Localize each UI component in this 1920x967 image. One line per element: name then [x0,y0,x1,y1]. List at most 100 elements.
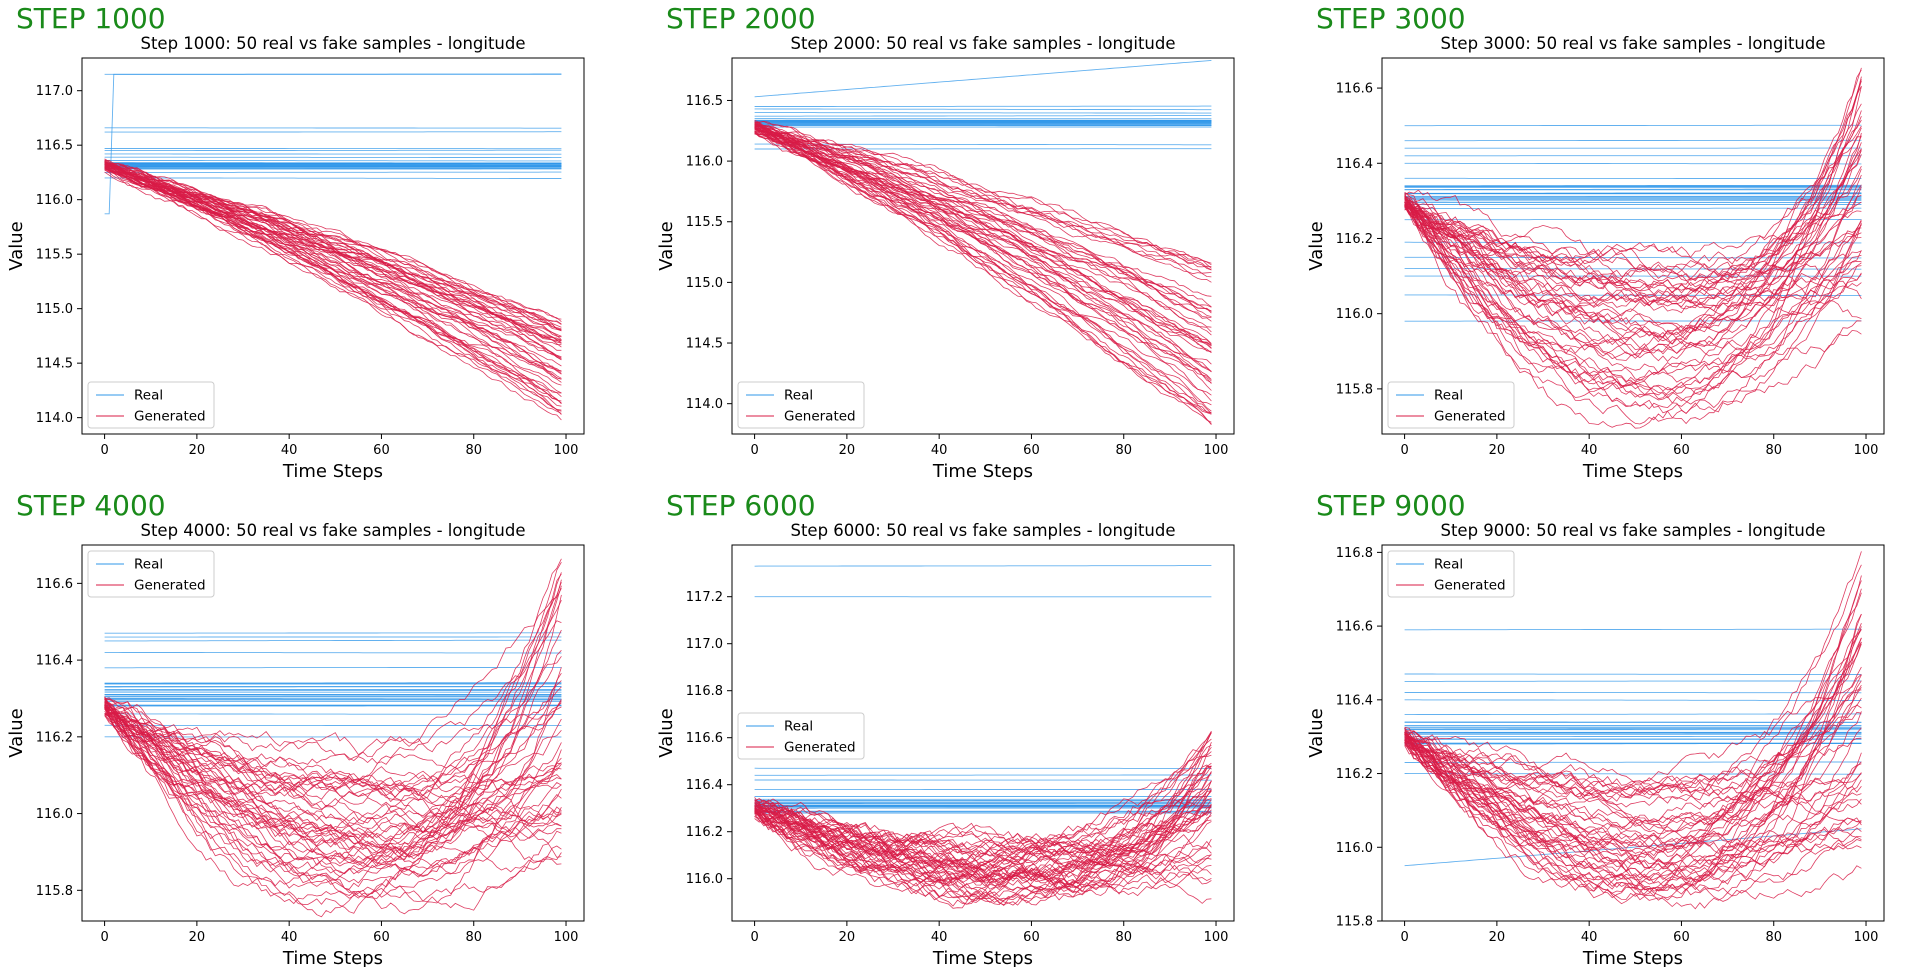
legend-label-real: Real [1434,557,1463,573]
x-tick-label: 0 [750,930,758,945]
line-chart: Step 9000: 50 real vs fake samples - lon… [1300,487,1920,967]
y-tick-label: 117.2 [686,590,723,605]
generated-series-line [1405,743,1862,882]
axes-frame [732,58,1234,434]
x-tick-label: 80 [1765,930,1782,945]
real-series-line [1405,629,1862,630]
legend-label-generated: Generated [134,409,206,425]
x-axis-label: Time Steps [282,948,383,967]
generated-series-line [755,132,1212,267]
line-chart: Step 6000: 50 real vs fake samples - lon… [650,487,1290,967]
real-series-line [105,652,562,653]
legend-label-generated: Generated [784,740,856,756]
x-axis-label: Time Steps [282,461,383,480]
real-series-line [755,116,1212,117]
y-tick-label: 114.0 [686,397,723,412]
x-tick-label: 60 [373,930,390,945]
x-tick-label: 0 [1400,930,1408,945]
y-axis-label: Value [6,221,27,270]
real-series-line [1405,125,1862,126]
y-axis-label: Value [6,708,27,757]
x-tick-label: 20 [189,443,206,458]
x-tick-label: 60 [1673,443,1690,458]
y-tick-label: 116.8 [686,684,723,699]
x-tick-label: 100 [554,930,579,945]
legend-label-real: Real [784,388,813,404]
generated-series-line [1405,614,1862,868]
line-chart: Step 2000: 50 real vs fake samples - lon… [650,0,1290,480]
legend-label-generated: Generated [784,409,856,425]
chart-title: Step 3000: 50 real vs fake samples - lon… [1440,34,1825,53]
generated-series-line [105,168,562,360]
y-tick-label: 116.0 [686,155,723,170]
y-tick-label: 116.6 [686,731,723,746]
real-series-line [755,566,1212,567]
legend: Real Generated [738,382,864,428]
real-series-line [1405,729,1862,730]
real-series-line [755,60,1212,96]
generated-series-line [105,164,562,403]
x-axis-label: Time Steps [932,948,1033,967]
y-tick-label: 117.0 [686,637,723,652]
line-chart: Step 3000: 50 real vs fake samples - lon… [1300,0,1920,480]
real-series-line [1405,674,1862,675]
generated-series-line [105,580,562,856]
x-tick-label: 40 [281,443,298,458]
real-series-line [755,113,1212,114]
y-tick-label: 116.0 [1336,841,1373,856]
generated-series-line [1405,593,1862,869]
y-tick-label: 116.0 [36,807,73,822]
y-tick-label: 116.5 [686,94,723,109]
x-tick-label: 60 [1023,443,1040,458]
y-tick-label: 116.5 [36,139,73,154]
x-tick-label: 20 [1489,930,1506,945]
y-tick-label: 116.2 [36,730,73,745]
x-tick-label: 60 [1673,930,1690,945]
real-series-line [105,160,562,161]
generated-series-line [755,130,1212,414]
generated-series-line [105,162,562,322]
y-tick-label: 116.4 [1336,157,1373,172]
y-tick-label: 116.6 [1336,620,1373,635]
x-tick-label: 0 [100,930,108,945]
generated-series-line [755,745,1212,843]
x-tick-label: 80 [1115,443,1132,458]
real-series-line [1405,163,1862,164]
chart-title: Step 4000: 50 real vs fake samples - lon… [140,521,525,540]
y-tick-label: 114.5 [686,337,723,352]
y-tick-label: 116.2 [1336,232,1373,247]
chart-title: Step 1000: 50 real vs fake samples - lon… [140,34,525,53]
generated-series-line [1405,205,1862,315]
generated-series-line [105,164,562,393]
x-tick-label: 80 [1765,443,1782,458]
line-chart: Step 1000: 50 real vs fake samples - lon… [0,0,640,480]
y-tick-label: 116.0 [1336,307,1373,322]
y-tick-label: 115.8 [1336,382,1373,397]
generated-series-line [105,714,562,883]
y-axis-label: Value [656,221,677,270]
y-tick-label: 116.2 [1336,767,1373,782]
x-axis-label: Time Steps [1582,948,1683,967]
x-tick-label: 40 [1581,443,1598,458]
y-axis-label: Value [656,708,677,757]
chart-title: Step 9000: 50 real vs fake samples - lon… [1440,521,1825,540]
x-tick-label: 100 [1204,930,1229,945]
real-series-line [105,714,562,715]
x-tick-label: 0 [100,443,108,458]
generated-series-line [755,128,1212,413]
legend-label-generated: Generated [1434,578,1506,594]
x-tick-label: 0 [750,443,758,458]
generated-series-line [755,129,1212,335]
y-tick-label: 116.6 [1336,82,1373,97]
y-tick-label: 115.8 [1336,915,1373,930]
legend-label-real: Real [134,557,163,573]
x-tick-label: 0 [1400,443,1408,458]
x-tick-label: 40 [1581,930,1598,945]
